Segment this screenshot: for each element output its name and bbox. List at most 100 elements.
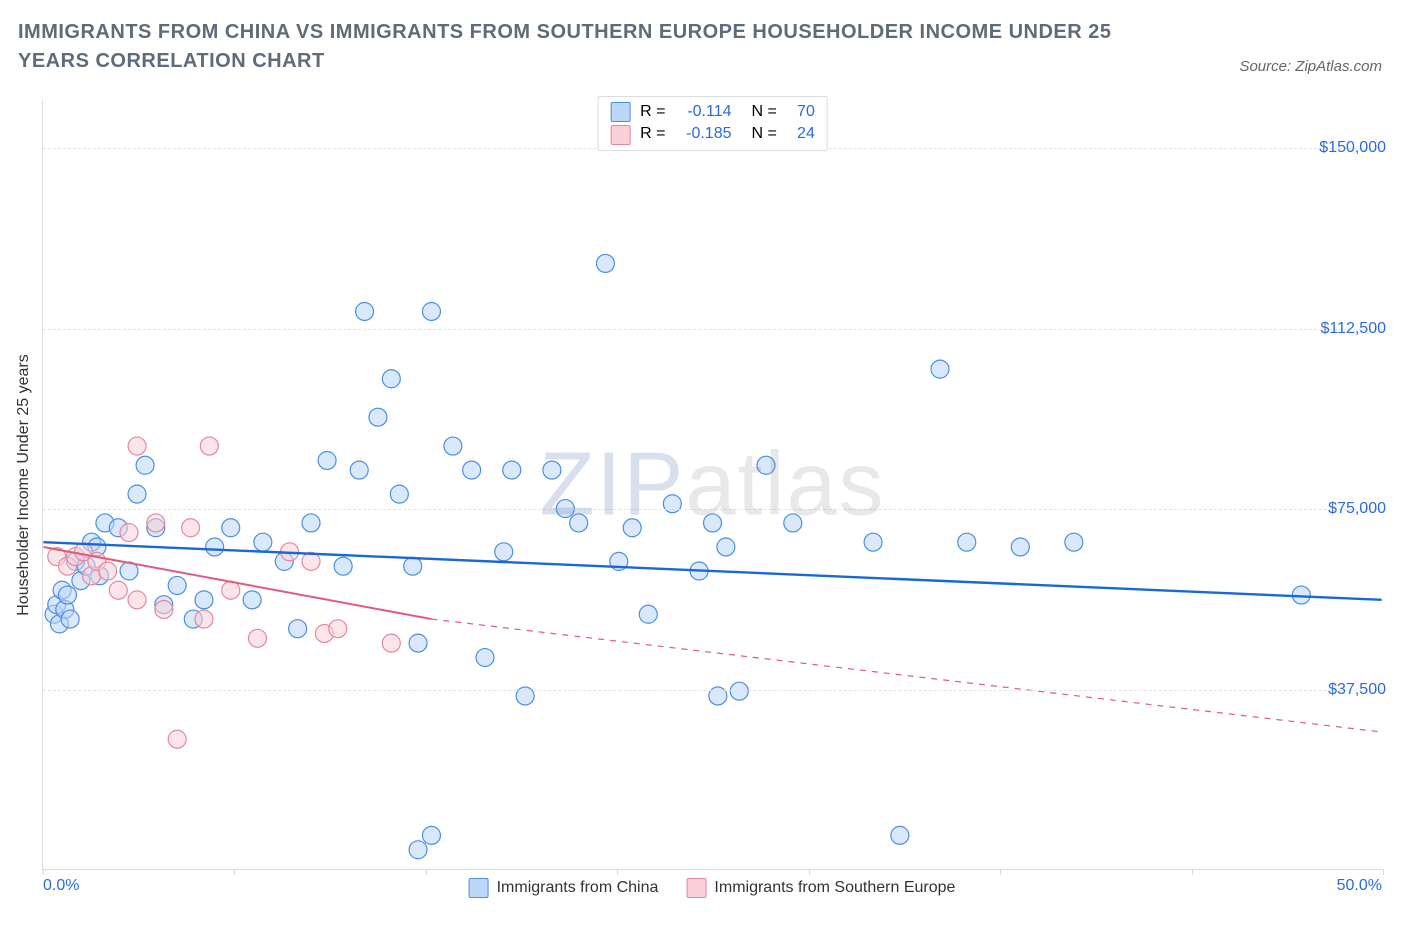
source-label: Source: ZipAtlas.com bbox=[1239, 58, 1382, 75]
chart-svg bbox=[43, 100, 1382, 869]
legend-n-label: N = bbox=[752, 101, 777, 123]
x-tick bbox=[1192, 869, 1193, 875]
data-point bbox=[543, 461, 561, 479]
data-point bbox=[254, 533, 272, 551]
data-point bbox=[289, 620, 307, 638]
data-point bbox=[623, 519, 641, 537]
gridline bbox=[43, 509, 1382, 510]
gridline bbox=[43, 329, 1382, 330]
data-point bbox=[639, 605, 657, 623]
data-point bbox=[350, 461, 368, 479]
y-tick-label: $150,000 bbox=[1315, 139, 1386, 157]
data-point bbox=[382, 634, 400, 652]
data-point bbox=[390, 485, 408, 503]
data-point bbox=[369, 408, 387, 426]
data-point bbox=[120, 524, 138, 542]
x-tick bbox=[1000, 869, 1001, 875]
y-axis-title: Householder Income Under 25 years bbox=[15, 354, 33, 615]
data-point bbox=[931, 360, 949, 378]
x-tick bbox=[43, 869, 44, 875]
x-tick bbox=[1383, 869, 1384, 875]
legend-r-label: R = bbox=[640, 123, 665, 145]
chart-title: IMMIGRANTS FROM CHINA VS IMMIGRANTS FROM… bbox=[18, 18, 1138, 76]
data-point bbox=[422, 826, 440, 844]
data-point bbox=[409, 634, 427, 652]
data-point bbox=[147, 514, 165, 532]
y-tick-label: $112,500 bbox=[1316, 320, 1386, 338]
legend-swatch bbox=[469, 878, 489, 898]
data-point bbox=[329, 620, 347, 638]
data-point bbox=[136, 456, 154, 474]
data-point bbox=[249, 629, 267, 647]
data-point bbox=[891, 826, 909, 844]
legend-label: Immigrants from Southern Europe bbox=[714, 879, 955, 896]
data-point bbox=[958, 533, 976, 551]
plot-container: ZIPatlas R =-0.114N =70R =-0.185N =24 $3… bbox=[42, 100, 1382, 870]
data-point bbox=[717, 538, 735, 556]
data-point bbox=[757, 456, 775, 474]
legend-item: Immigrants from China bbox=[469, 878, 659, 898]
data-point bbox=[200, 437, 218, 455]
x-tick bbox=[809, 869, 810, 875]
x-tick-label: 0.0% bbox=[43, 877, 79, 895]
data-point bbox=[382, 370, 400, 388]
data-point bbox=[99, 562, 117, 580]
data-point bbox=[195, 591, 213, 609]
legend-series: Immigrants from China Immigrants from Sou… bbox=[469, 878, 956, 898]
data-point bbox=[444, 437, 462, 455]
y-tick-label: $75,000 bbox=[1324, 500, 1386, 518]
data-point bbox=[195, 610, 213, 628]
trend-line bbox=[431, 619, 1381, 732]
data-point bbox=[704, 514, 722, 532]
legend-swatch bbox=[610, 102, 630, 122]
data-point bbox=[58, 586, 76, 604]
data-point bbox=[128, 437, 146, 455]
data-point bbox=[128, 591, 146, 609]
data-point bbox=[1011, 538, 1029, 556]
x-tick bbox=[234, 869, 235, 875]
data-point bbox=[206, 538, 224, 556]
data-point bbox=[596, 254, 614, 272]
data-point bbox=[422, 302, 440, 320]
data-point bbox=[61, 610, 79, 628]
data-point bbox=[404, 557, 422, 575]
legend-label: Immigrants from China bbox=[497, 879, 659, 896]
data-point bbox=[570, 514, 588, 532]
data-point bbox=[182, 519, 200, 537]
legend-swatch bbox=[686, 878, 706, 898]
legend-stat-row: R = -0.114 N = 70 bbox=[610, 101, 815, 123]
data-point bbox=[503, 461, 521, 479]
y-tick-label: $37,500 bbox=[1324, 681, 1386, 699]
legend-n-label: N = bbox=[752, 123, 777, 145]
data-point bbox=[864, 533, 882, 551]
data-point bbox=[302, 514, 320, 532]
data-point bbox=[409, 841, 427, 859]
legend-stats: R =-0.114N =70R =-0.185N =24 bbox=[597, 96, 828, 151]
data-point bbox=[495, 543, 513, 561]
trend-line bbox=[43, 542, 1381, 600]
data-point bbox=[109, 581, 127, 599]
gridline bbox=[43, 690, 1382, 691]
x-tick bbox=[617, 869, 618, 875]
data-point bbox=[784, 514, 802, 532]
x-tick-label: 50.0% bbox=[1337, 877, 1382, 895]
data-point bbox=[243, 591, 261, 609]
data-point bbox=[168, 576, 186, 594]
data-point bbox=[1065, 533, 1083, 551]
data-point bbox=[463, 461, 481, 479]
plot-area: ZIPatlas R =-0.114N =70R =-0.185N =24 $3… bbox=[42, 100, 1382, 870]
data-point bbox=[155, 600, 173, 618]
data-point bbox=[168, 730, 186, 748]
legend-swatch bbox=[610, 125, 630, 145]
legend-r-label: R = bbox=[640, 101, 665, 123]
data-point bbox=[222, 519, 240, 537]
source-text: Source: ZipAtlas.com bbox=[1239, 58, 1382, 75]
legend-item: Immigrants from Southern Europe bbox=[686, 878, 955, 898]
legend-n-value: 70 bbox=[787, 101, 815, 123]
data-point bbox=[318, 451, 336, 469]
legend-n-value: 24 bbox=[787, 123, 815, 145]
data-point bbox=[730, 682, 748, 700]
legend-r-value: -0.114 bbox=[676, 101, 732, 123]
legend-stat-row: R =-0.185N =24 bbox=[610, 123, 815, 145]
data-point bbox=[476, 649, 494, 667]
